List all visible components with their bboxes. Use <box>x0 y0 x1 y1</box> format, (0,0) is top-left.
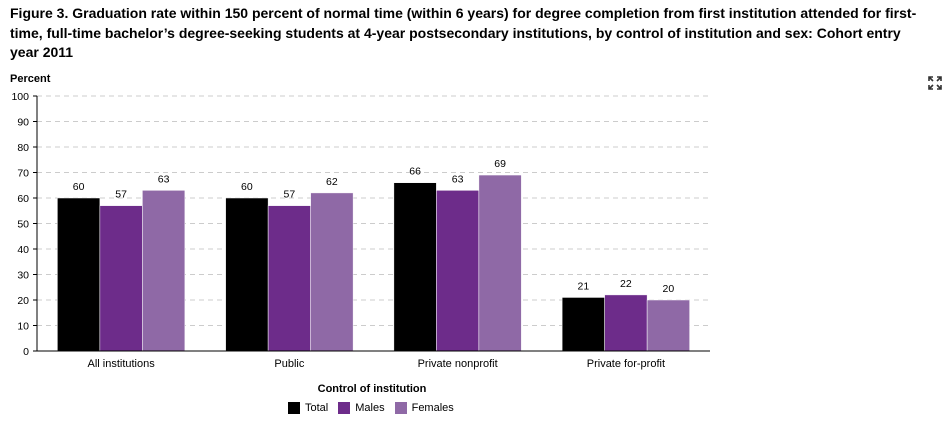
bar-total <box>57 197 101 352</box>
data-label: 21 <box>578 280 590 292</box>
data-label: 69 <box>494 158 506 170</box>
legend-label: Total <box>305 402 329 414</box>
data-label: 66 <box>409 166 421 178</box>
category-label: Private for-profit <box>587 358 665 370</box>
y-tick-label: 90 <box>17 117 29 129</box>
data-label: 63 <box>452 173 464 185</box>
data-label: 20 <box>663 283 675 295</box>
expand-icon[interactable] <box>928 76 942 90</box>
legend-swatch <box>288 402 300 414</box>
data-label: 63 <box>158 173 170 185</box>
y-tick-label: 50 <box>17 219 29 231</box>
chart-title: Figure 3. Graduation rate within 150 per… <box>10 5 917 60</box>
bar-females <box>310 192 354 352</box>
y-tick-label: 100 <box>11 91 29 103</box>
bar-males <box>436 190 480 352</box>
data-label: 60 <box>241 181 253 193</box>
data-label: 57 <box>115 189 127 201</box>
y-tick-label: 30 <box>17 270 29 282</box>
legend-label: Males <box>355 402 385 414</box>
data-labels: 60 57 63 60 57 62 66 63 69 21 22 20 <box>73 158 675 295</box>
y-tick-label: 0 <box>23 346 29 358</box>
legend: Total Males Females <box>288 402 464 414</box>
legend-label: Females <box>411 402 454 414</box>
bar-females <box>142 190 186 352</box>
y-tick-label: 40 <box>17 244 29 256</box>
bar-females <box>478 174 522 352</box>
bar-total <box>561 297 605 352</box>
bar-chart: Percent 0 10 20 30 40 50 60 70 80 90 100 60 57 63 60 5… <box>10 73 710 395</box>
y-ticks: 0 10 20 30 40 50 60 70 80 90 100 <box>11 91 37 358</box>
bar-males <box>99 205 143 352</box>
y-tick-label: 20 <box>17 295 29 307</box>
legend-item-females[interactable]: Females <box>394 402 454 414</box>
legend-swatch <box>338 402 351 414</box>
bar-total <box>225 197 269 352</box>
data-label: 60 <box>73 181 85 193</box>
category-label: All institutions <box>87 358 155 370</box>
category-label: Private nonprofit <box>418 358 498 370</box>
x-axis-title: Control of institution <box>318 383 427 395</box>
legend-swatch <box>394 402 407 414</box>
y-axis-title: Percent <box>10 73 51 85</box>
y-tick-label: 70 <box>17 168 29 180</box>
bar-males <box>267 205 311 352</box>
y-tick-label: 80 <box>17 142 29 154</box>
bars <box>57 174 690 352</box>
data-label: 22 <box>620 278 632 290</box>
bar-total <box>393 182 437 352</box>
legend-item-total[interactable]: Total <box>288 402 328 414</box>
legend-item-males[interactable]: Males <box>338 402 385 414</box>
category-labels: All institutions Public Private nonprofit P… <box>87 358 665 370</box>
data-label: 57 <box>284 189 296 201</box>
y-tick-label: 10 <box>17 321 29 333</box>
y-tick-label: 60 <box>17 193 29 205</box>
data-label: 62 <box>326 176 338 188</box>
category-label: Public <box>274 358 304 370</box>
bar-males <box>604 294 648 352</box>
bar-females <box>646 299 690 352</box>
